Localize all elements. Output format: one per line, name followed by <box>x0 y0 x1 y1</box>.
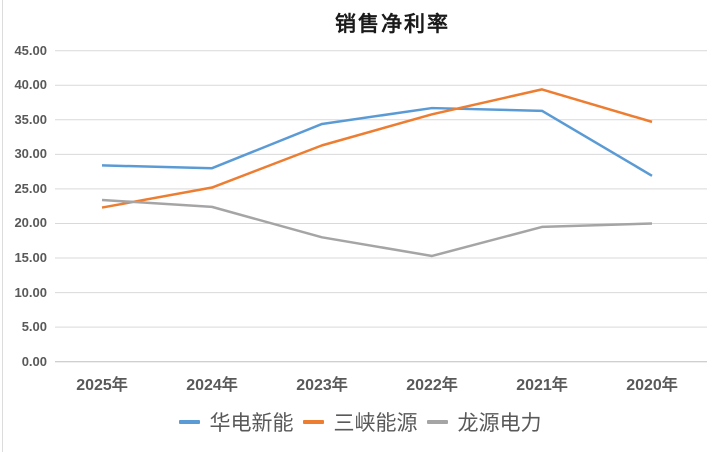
x-tick-label: 2025年 <box>76 377 128 394</box>
legend: 华电新能 三峡能源 龙源电力 <box>0 406 720 438</box>
y-tick-label: 40.00 <box>14 77 47 93</box>
legend-label: 三峡能源 <box>333 411 418 435</box>
y-tick-label: 25.00 <box>14 180 47 196</box>
legend-item-2: 龙源电力 <box>426 407 542 437</box>
chart-title: 销售净利率 <box>335 12 450 36</box>
legend-label: 华电新能 <box>209 411 294 435</box>
y-tick-label: 35.00 <box>14 111 47 127</box>
series-line-1 <box>101 88 653 209</box>
series-line-0 <box>101 106 653 177</box>
legend-line-swatch <box>178 420 200 424</box>
x-tick-label: 2022年 <box>406 377 458 394</box>
x-tick-label: 2021年 <box>516 377 568 394</box>
legend-line-swatch <box>426 420 448 424</box>
y-tick-label: 30.00 <box>14 146 47 162</box>
y-tick-label: 15.00 <box>14 250 47 266</box>
x-tick-label: 2024年 <box>186 377 238 394</box>
y-tick-label: 10.00 <box>14 284 47 300</box>
chart-left-border <box>2 0 3 452</box>
x-tick-label: 2023年 <box>296 377 348 394</box>
y-tick-label: 45.00 <box>14 42 47 58</box>
series-line-2 <box>101 198 653 258</box>
y-tick-label: 0.00 <box>21 353 47 369</box>
legend-label: 龙源电力 <box>457 411 542 435</box>
legend-item-1: 三峡能源 <box>302 407 418 437</box>
y-tick-label: 20.00 <box>14 215 47 231</box>
y-tick-label: 5.00 <box>21 319 47 335</box>
legend-line-swatch <box>302 420 324 424</box>
legend-item-0: 华电新能 <box>178 407 294 437</box>
x-tick-label: 2020年 <box>626 377 678 394</box>
